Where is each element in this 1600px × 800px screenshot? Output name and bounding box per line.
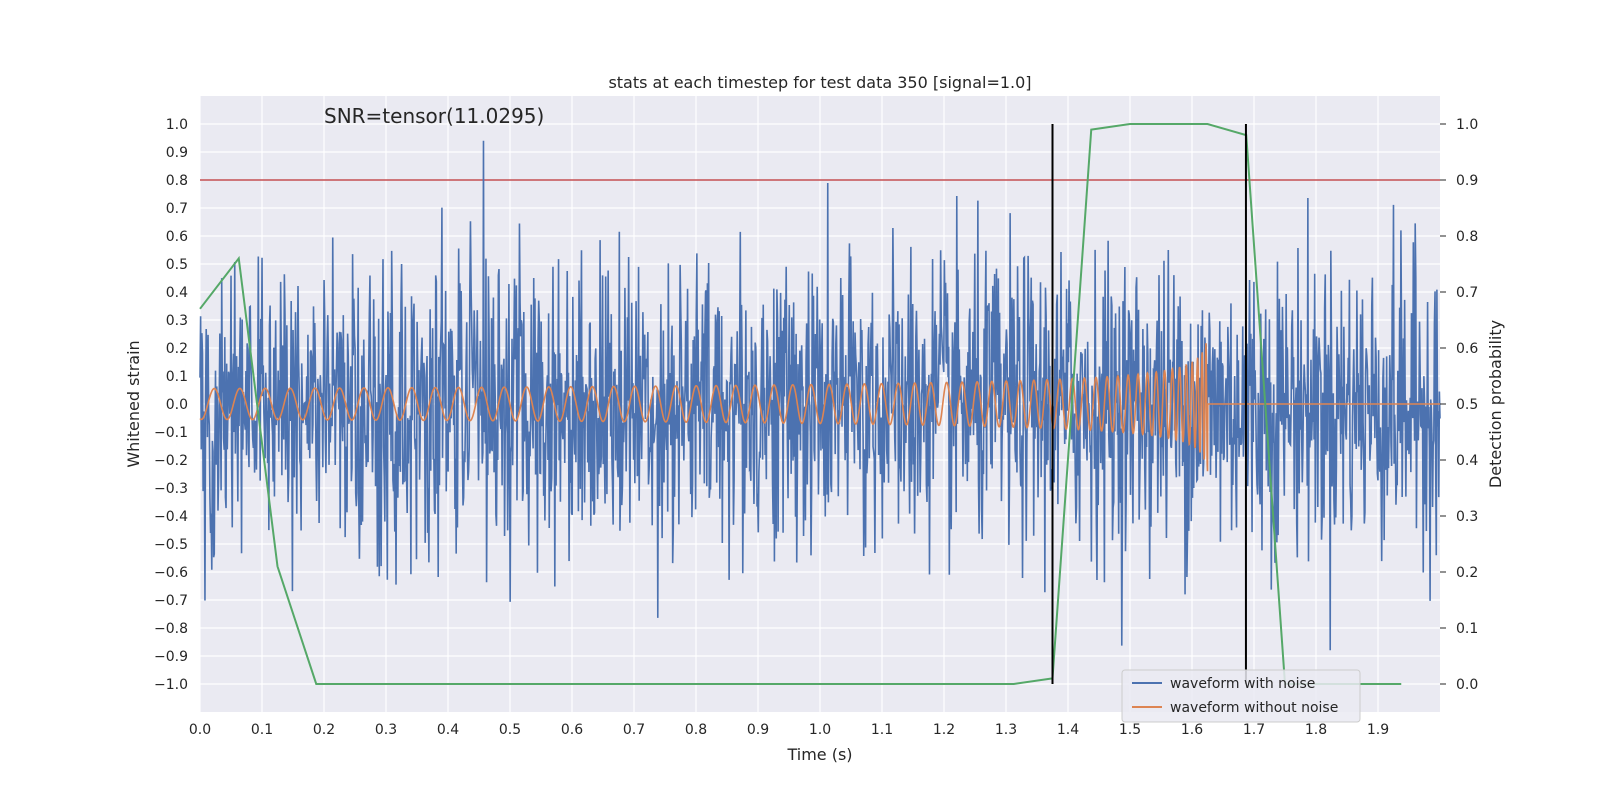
series-layer (199, 123, 1441, 685)
y2-tick-label: 0.2 (1456, 565, 1478, 581)
series-detection-probability (199, 123, 1402, 685)
y-tick-label: −0.6 (154, 565, 188, 581)
x-tick-label: 0.8 (685, 722, 707, 738)
y-tick-label: 0.6 (166, 229, 188, 245)
vertical-markers (1051, 124, 1247, 684)
y2-tick-label: 1.0 (1456, 117, 1478, 133)
x-tick-label: 0.0 (189, 722, 211, 738)
y-tick-label: 1.0 (166, 117, 188, 133)
y-tick-label: 0.8 (166, 173, 188, 189)
x-tick-label: 1.8 (1305, 722, 1327, 738)
x-tick-label: 0.5 (499, 722, 521, 738)
x-tick-label: 0.9 (747, 722, 769, 738)
y-tick-label: 0.1 (166, 369, 188, 385)
y2-tick-label: 0.1 (1456, 621, 1478, 637)
series-waveform-without-noise (199, 343, 1440, 472)
y-tick-label: 0.0 (166, 397, 188, 413)
y-tick-label: −0.2 (154, 453, 188, 469)
x-tick-label: 0.7 (623, 722, 645, 738)
series-waveform-with-noise (199, 140, 1441, 651)
x-tick-label: 0.3 (375, 722, 397, 738)
y2-tick-label: 0.7 (1456, 285, 1478, 301)
y2-tick-label: 0.9 (1456, 173, 1478, 189)
x-tick-label: 1.7 (1243, 722, 1265, 738)
y2-tick-label: 0.6 (1456, 341, 1478, 357)
legend-label-noise: waveform with noise (1170, 676, 1315, 692)
y2-tick-label: 0.5 (1456, 397, 1478, 413)
y-axis-label: Whitened strain (124, 340, 143, 467)
x-tick-label: 1.4 (1057, 722, 1079, 738)
x-axis-label: Time (s) (786, 745, 852, 764)
y-tick-label: −0.5 (154, 537, 188, 553)
y-axis-ticks: 1.0 0.9 0.8 0.7 0.6 0.5 0.4 0.3 0.2 0.1 0.0 −0.1 −0.… (154, 117, 188, 693)
x-tick-label: 1.6 (1181, 722, 1203, 738)
x-tick-label: 1.3 (995, 722, 1017, 738)
x-tick-label: 1.9 (1367, 722, 1389, 738)
y-tick-label: −0.8 (154, 621, 188, 637)
y-tick-label: 0.2 (166, 341, 188, 357)
x-tick-label: 0.1 (251, 722, 273, 738)
y-tick-label: 0.4 (166, 285, 188, 301)
y-tick-label: −0.7 (154, 593, 188, 609)
y-tick-label: −0.9 (154, 649, 188, 665)
chart-title: stats at each timestep for test data 350… (608, 73, 1031, 92)
legend-label-clean: waveform without noise (1170, 700, 1338, 716)
x-tick-label: 0.2 (313, 722, 335, 738)
x-tick-label: 0.4 (437, 722, 459, 738)
y-tick-label: −0.1 (154, 425, 188, 441)
y-tick-label: 0.3 (166, 313, 188, 329)
y-tick-label: 0.5 (166, 257, 188, 273)
y-tick-label: −1.0 (154, 677, 188, 693)
x-tick-label: 1.5 (1119, 722, 1141, 738)
x-axis-ticks: 0.0 0.1 0.2 0.3 0.4 0.5 0.6 0.7 0.8 0.9 1.0 1.1 1.2 1… (189, 722, 1389, 738)
y-tick-label: 0.7 (166, 201, 188, 217)
y2-axis-ticks: 1.0 0.9 0.8 0.7 0.6 0.5 0.4 0.3 0.2 0.1 0.0 (1440, 117, 1478, 693)
y-tick-label: 0.9 (166, 145, 188, 161)
snr-annotation: SNR=tensor(11.0295) (324, 104, 544, 128)
y2-tick-label: 0.8 (1456, 229, 1478, 245)
y-tick-label: −0.3 (154, 481, 188, 497)
x-tick-label: 0.6 (561, 722, 583, 738)
y2-axis-label: Detection probability (1486, 320, 1505, 488)
y2-tick-label: 0.4 (1456, 453, 1478, 469)
grid (199, 96, 1440, 712)
y2-tick-label: 0.0 (1456, 677, 1478, 693)
x-tick-label: 1.0 (809, 722, 831, 738)
legend: waveform with noise waveform without noi… (1121, 669, 1361, 723)
y2-tick-label: 0.3 (1456, 509, 1478, 525)
x-tick-label: 1.1 (871, 722, 893, 738)
legend-box (1121, 669, 1361, 723)
y-tick-label: −0.4 (154, 509, 188, 525)
x-tick-label: 1.2 (933, 722, 955, 738)
